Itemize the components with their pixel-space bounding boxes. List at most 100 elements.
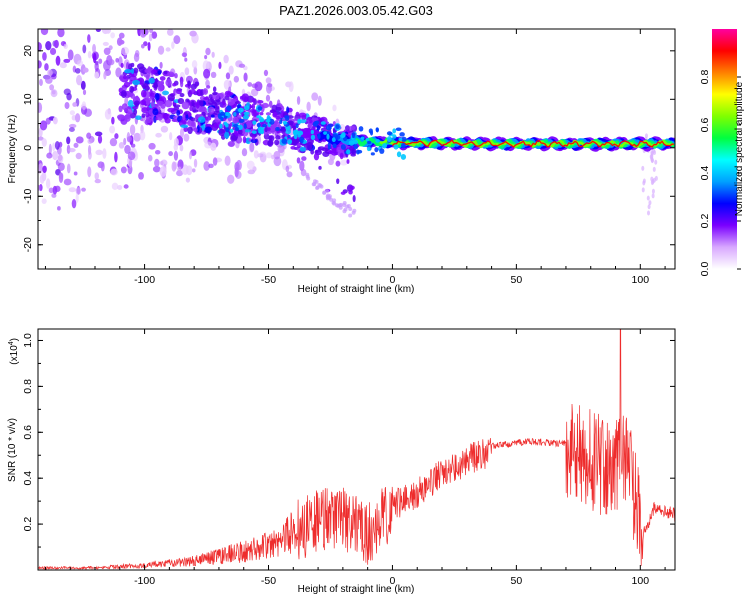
spectrogram-blob — [92, 52, 97, 64]
spectrogram-blob — [39, 174, 45, 184]
spectrogram-blob — [212, 157, 218, 166]
spectrogram-blob — [233, 75, 240, 83]
colorbar-gradient — [712, 29, 737, 269]
spectrogram-blob — [87, 50, 92, 59]
spectrogram-ridge-blob — [370, 152, 375, 156]
spectrogram-blob — [95, 149, 103, 156]
spectrogram-blob — [277, 144, 285, 154]
spectrogram-blob — [105, 29, 112, 34]
spectrogram-blob — [235, 101, 241, 105]
snr-x-tick-label: -50 — [261, 575, 276, 587]
spectrogram-blob — [75, 68, 81, 74]
spectrogram-blob — [152, 68, 157, 73]
spectrogram-blob — [195, 101, 200, 109]
spectrogram-blob — [205, 47, 211, 56]
spectrogram-blob — [332, 198, 337, 203]
spectrogram-ridge-blob — [293, 134, 298, 140]
spectrogram-blob — [75, 193, 79, 203]
spectrogram-blob — [38, 42, 42, 52]
spectrogram-ridge-blob — [348, 140, 355, 146]
spectrogram-blob — [181, 101, 190, 110]
snr-x-tick-label: 100 — [632, 575, 650, 587]
spectrogram-ridge-blob — [358, 126, 364, 132]
spectrogram-ridge-blob — [243, 111, 250, 116]
spectrogram-blob — [111, 116, 115, 125]
spectrogram-blob — [148, 33, 153, 42]
spectrogram-blob — [133, 67, 139, 74]
spectrogram-blob — [41, 198, 47, 204]
spectrogram-blob — [45, 40, 52, 51]
spectrogram-blob — [185, 177, 190, 183]
spectrogram-blob — [123, 81, 131, 88]
spectrogram-ridge-blob — [335, 124, 340, 130]
spectrogram-ridge-blob — [243, 114, 250, 120]
spectrogram-y-ticks: 20 10 0 -10 -20 — [22, 45, 675, 270]
spectrogram-blob — [189, 30, 197, 37]
spectrogram-ridge-blob — [225, 127, 230, 133]
spectrogram-blob — [191, 168, 196, 173]
spectrogram-blob — [176, 170, 183, 177]
spectrogram-blob — [94, 178, 101, 184]
spectrogram-blob — [116, 114, 125, 120]
colorbar-tick-label: 0.0 — [699, 262, 711, 277]
spectrogram-blob — [188, 89, 196, 95]
spectrogram-ridge-blob — [261, 124, 268, 128]
spectrogram-blob — [38, 164, 44, 174]
spectrogram-ridge-blob — [312, 121, 318, 127]
spectrogram-blob — [159, 61, 163, 69]
spectrogram-blob — [57, 206, 61, 211]
spectrogram-blob — [340, 191, 346, 195]
spectrogram-blob — [54, 39, 59, 49]
spectrogram-blob — [115, 57, 120, 63]
spectrogram-blob — [120, 166, 127, 174]
spectrogram-blob — [242, 136, 247, 144]
spectrogram-ridge-blob — [399, 132, 405, 137]
spectrogram-blob — [259, 111, 264, 116]
spectrogram-blob — [165, 47, 171, 52]
spectrogram-blob — [154, 150, 161, 155]
spectrogram-blob — [133, 100, 140, 106]
spectrogram-blob — [118, 105, 123, 113]
spectrogram-blob — [75, 136, 84, 144]
spectrogram-blob — [38, 184, 41, 191]
spectrogram-ridge-blob — [287, 138, 293, 145]
spectrogram-blob — [218, 61, 222, 70]
spectrogram-blob — [204, 141, 213, 149]
spectrogram-blob — [206, 85, 211, 89]
spectrogram-blob — [39, 78, 43, 87]
spectrogram-blob — [228, 65, 234, 75]
spectrogram-ridge-blob — [327, 145, 331, 150]
spectrogram-blob — [121, 103, 128, 111]
snr-scale-label: (x104) — [8, 338, 20, 365]
spectrogram-blob — [58, 172, 64, 180]
spectrogram-blob — [296, 95, 301, 105]
spectrogram-blob — [110, 168, 118, 176]
spectrogram-blob — [159, 76, 166, 81]
spectrogram-blob — [318, 183, 323, 188]
spectrogram-blob — [129, 124, 136, 136]
spectrogram-blob — [145, 98, 150, 106]
spectrogram-blob — [138, 172, 144, 180]
spectrogram-blob — [338, 205, 343, 210]
spectrogram-blob — [100, 161, 105, 172]
spectrogram-ridge-blob — [252, 120, 257, 125]
spectrogram-blob — [120, 90, 127, 99]
spectrogram-blob — [286, 171, 293, 178]
spectrogram-blob — [68, 148, 76, 153]
spectrogram-blob — [120, 62, 124, 68]
spectrogram-blob — [75, 187, 81, 195]
snr-x-ticks: -100 -50 0 50 100 — [44, 329, 666, 587]
spectrogram-blob — [265, 152, 273, 159]
spectrogram-blob — [148, 77, 155, 84]
spectrogram-blob — [243, 72, 248, 82]
spectrogram-blob — [301, 156, 307, 161]
snr-x-tick-label: -100 — [134, 575, 155, 587]
spectrogram-blob — [346, 159, 350, 164]
spectrogram-ridge-blob — [341, 131, 346, 138]
spectrogram-blob — [263, 69, 269, 77]
spectrogram-blob — [292, 125, 296, 131]
spectrogram-ridge-blob — [310, 129, 315, 135]
spectrogram-blob — [164, 117, 171, 124]
spectrogram-blob — [44, 63, 49, 71]
spectrogram-blob — [295, 111, 300, 117]
